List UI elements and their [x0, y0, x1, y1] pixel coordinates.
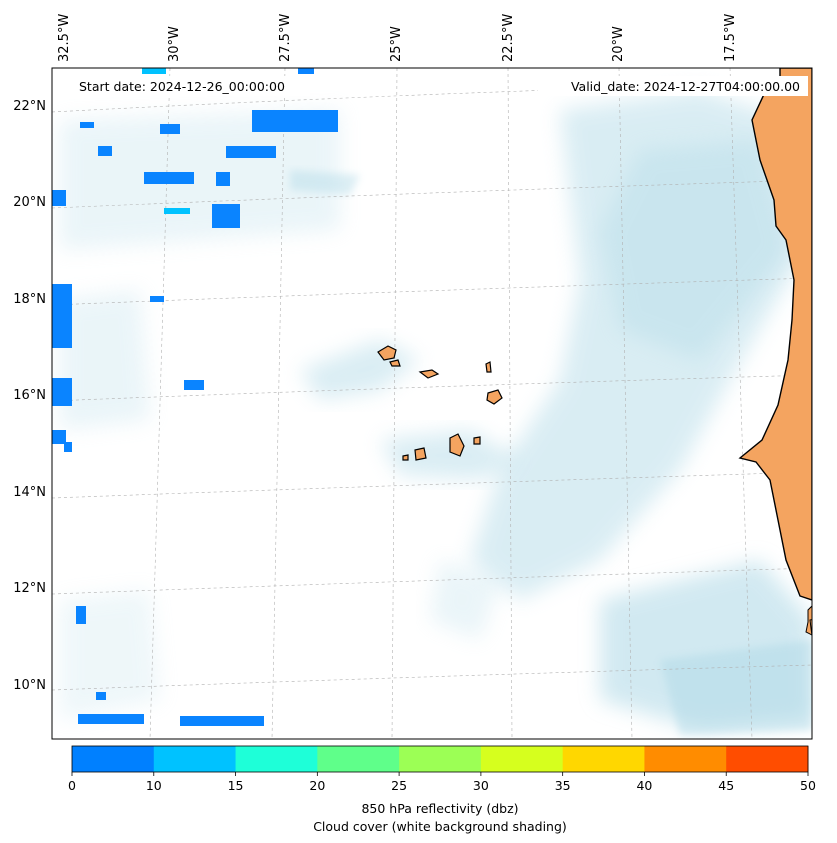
colorbar-frame [71, 745, 809, 773]
lon-label: 20°W [611, 26, 626, 62]
lat-label: 16°N [13, 388, 46, 403]
colorbar-sublabel: Cloud cover (white background shading) [313, 819, 567, 834]
reflectivity-patches [52, 68, 338, 726]
start-date-label: Start date: 2024-12-26_00:00:00 [79, 79, 285, 94]
colorbar-tick-label: 25 [391, 778, 407, 793]
colorbar [71, 745, 809, 773]
map-border [51, 67, 813, 740]
latitude-labels: 22°N 20°N 18°N 16°N 14°N 12°N 10°N [13, 99, 46, 693]
colorbar-segment [726, 746, 809, 772]
colorbar-label: 850 hPa reflectivity (dbz) [361, 801, 518, 816]
colorbar-tick-label: 30 [473, 778, 489, 793]
valid-date-label: Valid_date: 2024-12-27T04:00:00.00 [571, 79, 800, 94]
lat-label: 22°N [13, 99, 46, 114]
colorbar-segment [317, 746, 400, 772]
lat-label: 10°N [13, 678, 46, 693]
land-africa [738, 68, 812, 637]
lon-label: 25°W [389, 26, 404, 62]
lon-label: 30°W [167, 26, 182, 62]
colorbar-tick-label: 50 [800, 778, 816, 793]
colorbar-tick-label: 10 [146, 778, 162, 793]
colorbar-tick-label: 15 [228, 778, 244, 793]
colorbar-segment [399, 746, 482, 772]
colorbar-segment [562, 746, 645, 772]
start-date-box [72, 76, 310, 96]
longitude-labels: 32.5°W 30°W 27.5°W 25°W 22.5°W 20°W 17.5… [57, 14, 738, 62]
colorbar-ticks: 0 10 15 20 25 30 35 40 45 50 [68, 772, 816, 793]
colorbar-tick-label: 35 [555, 778, 571, 793]
colorbar-segment [72, 746, 155, 772]
lat-label: 14°N [13, 485, 46, 500]
colorbar-tick-label: 40 [636, 778, 652, 793]
lat-label: 18°N [13, 292, 46, 307]
lat-label: 12°N [13, 581, 46, 596]
land-cape-verde-islands [377, 345, 503, 461]
colorbar-tick-label: 45 [718, 778, 734, 793]
colorbar-segment [480, 746, 564, 772]
lon-label: 22.5°W [501, 14, 516, 62]
lon-label: 32.5°W [57, 14, 72, 62]
colorbar-segment [153, 746, 237, 772]
lon-label: 17.5°W [723, 14, 738, 62]
lat-label: 20°N [13, 195, 46, 210]
colorbar-tick-label: 0 [68, 778, 76, 793]
valid-date-box [538, 76, 808, 96]
colorbar-segment [644, 746, 727, 772]
lon-label: 27.5°W [278, 14, 293, 62]
colorbar-segment [235, 746, 318, 772]
cloud-cover-shading [60, 90, 812, 735]
colorbar-tick-label: 20 [309, 778, 325, 793]
